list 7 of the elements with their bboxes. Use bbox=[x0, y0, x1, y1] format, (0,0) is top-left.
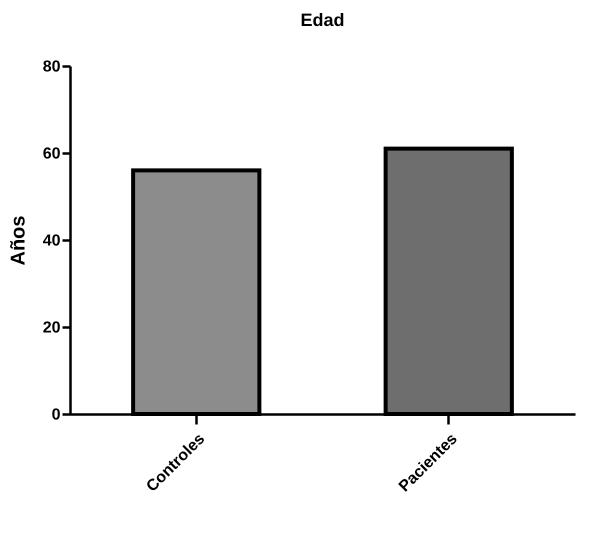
y-axis-title: Años bbox=[8, 216, 30, 266]
chart-title: Edad bbox=[300, 10, 345, 30]
y-tick-label: 20 bbox=[42, 320, 61, 336]
y-tick-label: 80 bbox=[42, 58, 61, 76]
y-tick-label: 60 bbox=[42, 146, 61, 162]
y-tick-label: 40 bbox=[42, 232, 61, 250]
y-tick-label: 0 bbox=[52, 406, 61, 424]
